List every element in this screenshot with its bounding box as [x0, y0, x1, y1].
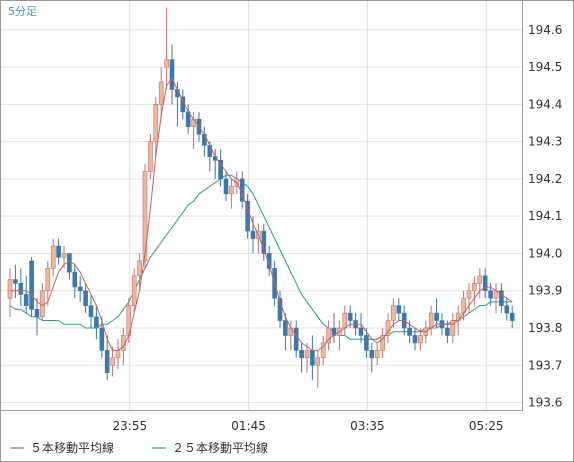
- x-tick-label: 03:35: [350, 419, 385, 433]
- x-axis-labels: 23:55 01:45 03:35 05:25: [113, 419, 504, 433]
- candle-body: [364, 335, 369, 351]
- candle-body: [158, 81, 164, 105]
- candle-body: [50, 245, 56, 269]
- candle-body: [99, 327, 105, 351]
- legend: ５本移動平均線 ２５本移動平均線: [10, 440, 268, 455]
- candle-body: [450, 320, 456, 336]
- candle-body: [131, 275, 137, 306]
- y-axis-labels: 193.6 193.7 193.8 193.9 194.0 194.1 194.2 194.3…: [528, 23, 562, 410]
- y-tick-label: 193.8: [528, 321, 562, 335]
- candle-body: [142, 171, 148, 262]
- candle-body: [310, 350, 315, 366]
- candle-body: [34, 309, 40, 318]
- candle-body: [229, 186, 234, 195]
- candle-body: [88, 305, 94, 318]
- candle-body: [137, 260, 142, 277]
- y-tick-label: 194.3: [528, 135, 562, 149]
- candle-body: [445, 327, 450, 336]
- candle-body: [488, 290, 493, 299]
- candle-body: [293, 327, 299, 351]
- candle-body: [315, 357, 321, 366]
- candle-body: [472, 282, 477, 292]
- candle-body: [104, 350, 110, 374]
- y-tick-label: 194.4: [528, 97, 562, 111]
- y-tick-label: 193.9: [528, 284, 562, 298]
- legend-ma5-label: ５本移動平均線: [30, 440, 114, 455]
- candle-body: [61, 253, 67, 258]
- candle-body: [67, 253, 72, 273]
- candle-body: [148, 141, 153, 172]
- candle-body: [499, 290, 504, 306]
- candle-body: [304, 350, 310, 359]
- y-tick-label: 194.1: [528, 209, 562, 223]
- candle-body: [77, 286, 83, 292]
- candle-body: [245, 200, 250, 232]
- candle-body: [509, 312, 515, 321]
- candle-body: [261, 230, 267, 254]
- candle-body: [374, 350, 380, 359]
- candle-body: [40, 290, 45, 318]
- candle-body: [115, 350, 121, 359]
- y-tick-label: 194.2: [528, 172, 562, 186]
- y-tick-label: 193.7: [528, 358, 562, 372]
- candle-body: [207, 145, 213, 157]
- candle-body: [504, 305, 510, 314]
- y-tick-label: 193.6: [528, 396, 562, 410]
- candle-body: [428, 312, 434, 329]
- candle-body: [283, 320, 288, 336]
- candle-body: [369, 350, 375, 359]
- candle-body: [13, 279, 18, 284]
- x-tick-label: 01:45: [231, 419, 266, 433]
- candle-body: [83, 290, 88, 306]
- candle-body: [347, 312, 353, 321]
- candle-body: [277, 297, 283, 321]
- candle-body: [320, 342, 326, 359]
- candle-body: [250, 230, 256, 239]
- candle-body: [391, 305, 396, 321]
- candle-body: [45, 268, 51, 292]
- y-tick-label: 194.5: [528, 60, 562, 74]
- x-tick-label: 05:25: [469, 419, 504, 433]
- candle-body: [380, 335, 385, 351]
- candle-body: [218, 159, 223, 180]
- candle-body: [7, 279, 13, 299]
- candle-body: [418, 335, 423, 344]
- legend-ma25-label: ２５本移動平均線: [172, 440, 268, 455]
- candle-body: [18, 282, 24, 295]
- candle-body: [396, 305, 402, 314]
- candle-body: [110, 357, 115, 366]
- candle-body: [466, 290, 472, 299]
- candle-body: [72, 271, 78, 288]
- candle-body: [23, 294, 29, 306]
- candle-body: [407, 327, 412, 336]
- candle-body: [434, 312, 439, 321]
- ma5-layer: [10, 77, 513, 351]
- candle-body: [56, 245, 61, 258]
- candle-body: [342, 312, 348, 329]
- candle-body: [202, 133, 207, 146]
- candle-body: [477, 275, 483, 284]
- candle-body: [358, 327, 364, 336]
- candle-body: [299, 350, 304, 359]
- candle-body: [482, 275, 488, 292]
- y-tick-label: 194.6: [528, 23, 562, 37]
- candle-body: [164, 59, 169, 68]
- candle-body: [412, 335, 418, 344]
- candle-body: [153, 104, 159, 142]
- candle-body: [266, 253, 272, 269]
- ma25-line: [9, 174, 513, 340]
- y-tick-label: 194.0: [528, 246, 562, 260]
- candle-body: [29, 260, 34, 310]
- candle-body: [223, 178, 229, 195]
- candle-body: [169, 59, 175, 90]
- chart-title: 5分足: [8, 5, 37, 18]
- candle-body: [385, 320, 391, 336]
- x-tick-label: 23:55: [113, 419, 148, 433]
- ma25-layer: [9, 174, 513, 340]
- candle-body: [326, 327, 331, 344]
- candle-body: [94, 316, 99, 329]
- ma5-line: [10, 77, 513, 351]
